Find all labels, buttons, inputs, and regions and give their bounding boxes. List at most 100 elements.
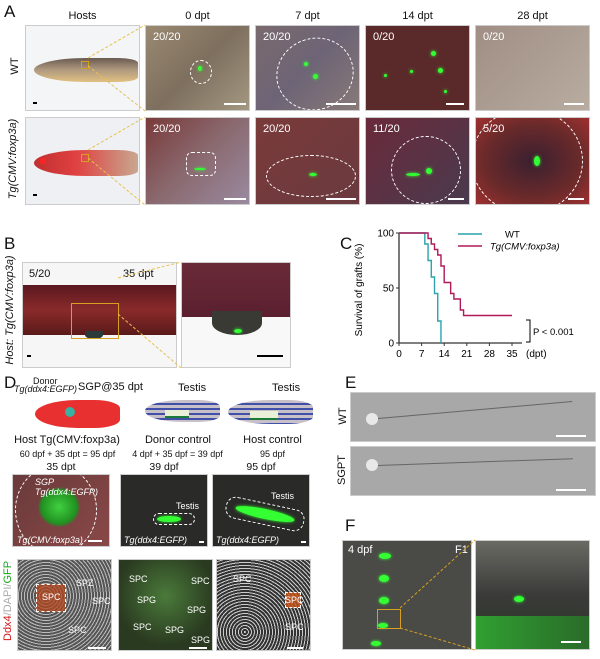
donor-line: Tg(ddx4:EGFP) — [14, 384, 78, 394]
f1-larvae-photo: 4 dpf F1 — [342, 540, 472, 650]
graft-count: 5/20 — [29, 268, 51, 280]
tg-0dpt-photo: 20/20 — [145, 117, 250, 205]
group-sub-host-control: 95 dpf — [259, 449, 286, 459]
panel-e-label: E — [345, 373, 357, 392]
host-control-fish-schematic — [228, 400, 313, 424]
legend-label: Tg(CMV:foxp3a) — [490, 242, 560, 253]
wt-sperm-sem — [350, 392, 596, 442]
panel-f-label: F — [345, 516, 356, 535]
group-title-text: Host Tg(CMV:foxp3a) — [14, 434, 120, 446]
d-host-control-photo: Testis Tg(ddx4:EGFP) — [212, 474, 310, 547]
image-label: Testis — [176, 501, 200, 511]
cell-label: SPC — [129, 574, 148, 584]
time-label: 4 dpf — [348, 544, 373, 556]
zoom-guides-a — [87, 24, 146, 206]
wt-0dpt-photo: 20/20 — [145, 25, 250, 111]
image-label: Tg(ddx4:EGFP) — [216, 535, 280, 545]
d-host-histology: SPC SPZ SPC SPC — [17, 559, 112, 651]
survival-chart: Survival of grafts (%) 0 7 14 21 28 35050100 … — [354, 229, 574, 361]
panel-b-label: B — [4, 234, 16, 253]
cell-label: SPC — [191, 576, 210, 586]
wt-7dpt-photo: 20/20 — [255, 25, 360, 111]
zoom-guides-b — [117, 261, 182, 369]
host-fish-schematic — [35, 400, 120, 428]
image-label: SGP Tg(ddx4:EGFP) — [35, 477, 99, 497]
host-tg-photo — [25, 117, 140, 205]
testis-label-1: Testis — [178, 382, 207, 394]
d-host-control-histology: SPC SPC SPC — [216, 559, 311, 651]
tg-14dpt-photo: 11/20 — [365, 117, 470, 205]
survival-curve-wt — [399, 232, 442, 343]
panel-b-zoom-photo — [181, 262, 291, 368]
donor-label: Donor — [33, 376, 58, 386]
significance-bracket — [526, 319, 531, 343]
y-tick-label: 100 — [377, 229, 394, 240]
col-header-14dpt: 14 dpt — [402, 10, 433, 22]
image-label: Tg(ddx4:EGFP) — [124, 535, 188, 545]
x-axis-label: (dpt) — [526, 349, 547, 360]
cell-label: SPC — [285, 595, 304, 605]
row-label-wt: WT — [337, 407, 349, 425]
time-35dpt: 35 dpt — [46, 461, 76, 473]
group-title-donor: Donor control — [144, 434, 212, 446]
time-95dpf: 95 dpf — [246, 461, 276, 473]
graft-count: 11/20 — [373, 123, 400, 135]
col-header-7dpt: 7 dpt — [295, 10, 320, 22]
graft-count: 20/20 — [263, 31, 291, 43]
tg-7dpt-photo: 20/20 — [255, 117, 360, 205]
panel-b-host-photo: 5/20 35 dpt — [22, 262, 177, 368]
d-donor-control-photo: Testis Tg(ddx4:EGFP) — [120, 474, 208, 547]
cell-label: SPG — [137, 595, 157, 605]
x-tick-label: 28 — [484, 349, 496, 360]
x-tick-label: 14 — [439, 349, 451, 360]
panel-d-label: D — [4, 373, 17, 392]
legend-label: WT — [505, 230, 520, 241]
group-sub-donor: 4 dpf + 35 dpf = 39 dpf — [132, 449, 223, 459]
graft-count: 20/20 — [263, 123, 291, 135]
cell-label: SPG — [187, 605, 207, 615]
cell-label: SPC — [42, 592, 61, 602]
graft-count: 0/20 — [373, 31, 395, 43]
graft-count: 20/20 — [153, 31, 181, 43]
cell-label: SPC — [92, 596, 111, 606]
x-tick-label: 35 — [506, 349, 518, 360]
x-tick-label: 21 — [461, 349, 473, 360]
group-sub-host: 60 dpf + 35 dpt = 95 dpf — [19, 449, 116, 459]
wt-14dpt-photo: 0/20 — [365, 25, 470, 111]
image-label: Testis — [271, 491, 295, 501]
y-tick-label: 50 — [383, 284, 395, 295]
cell-label: SPC — [68, 625, 87, 635]
generation-label: F1 — [455, 544, 468, 556]
stain-label: Ddx4/DAPI/GFP — [2, 560, 14, 641]
group-title-host: Host Tg(CMV:foxp3a) — [12, 434, 122, 446]
d-donor-histology: SPC SPC SPG SPG SPC SPG SPG — [118, 559, 213, 651]
sgp-label: SGP@35 dpt — [78, 381, 143, 393]
wt-28dpt-photo: 0/20 — [475, 25, 590, 111]
panel-c-label: C — [340, 234, 353, 253]
graft-count: 0/20 — [483, 31, 505, 43]
d-host-graft-photo: SGP Tg(ddx4:EGFP) Tg(CMV:foxp3a) — [12, 474, 110, 547]
panel-a-label: A — [4, 2, 16, 21]
cell-label: SPG — [165, 625, 185, 635]
cell-label: SPC — [233, 574, 252, 584]
col-header-hosts: Hosts — [68, 10, 97, 22]
x-tick-label: 0 — [396, 349, 402, 360]
donor-fish-schematic — [145, 400, 220, 422]
sgpt-sperm-sem — [350, 446, 596, 496]
time-label: 35 dpt — [123, 268, 154, 280]
y-tick-label: 0 — [388, 339, 394, 350]
x-tick-label: 7 — [419, 349, 425, 360]
group-title-host-control: Host control — [243, 434, 302, 446]
survival-curve-tg — [399, 232, 512, 317]
tg-28dpt-photo: 5/20 — [475, 117, 590, 205]
graft-count: 20/20 — [153, 123, 181, 135]
col-header-28dpt: 28 dpt — [517, 10, 548, 22]
zoom-guides-f — [399, 539, 476, 651]
testis-label-2: Testis — [272, 382, 301, 394]
p-value: P < 0.001 — [533, 327, 574, 338]
col-header-0dpt: 0 dpt — [185, 10, 210, 22]
f1-zoom-photo — [475, 540, 590, 650]
cell-label: SPZ — [76, 578, 94, 588]
cell-label: SPC — [285, 622, 304, 632]
cell-label: SPC — [133, 622, 152, 632]
